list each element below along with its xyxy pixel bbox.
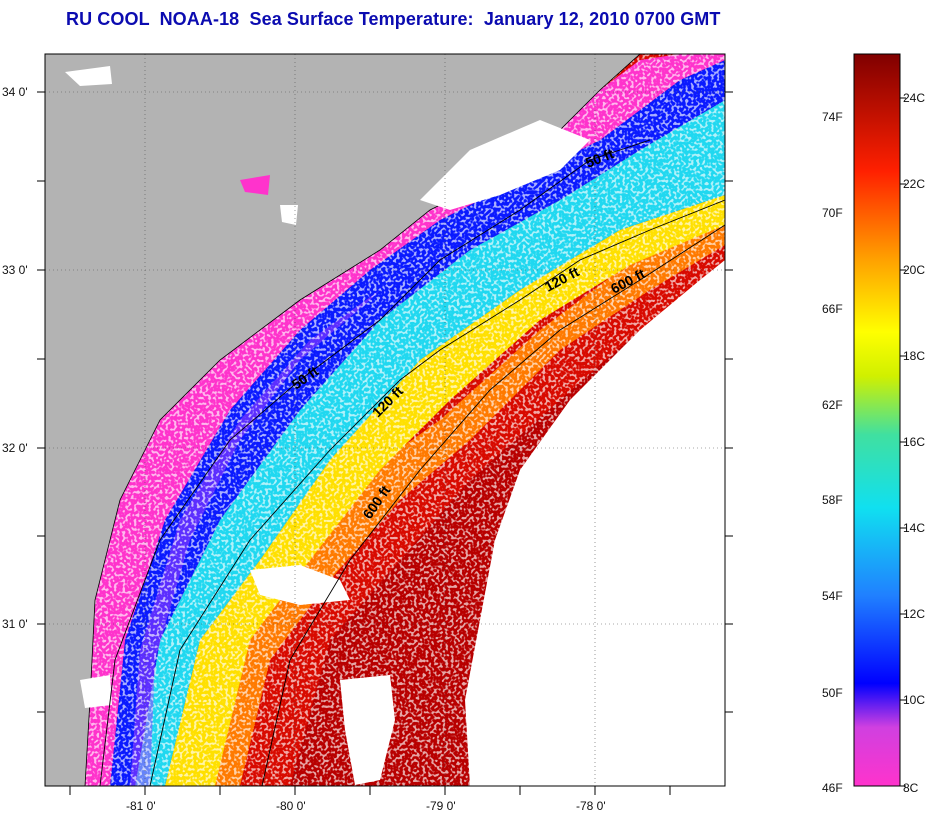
longitude-axis	[69, 786, 671, 795]
lon-label-78: -78 0'	[576, 799, 606, 813]
map-frame	[44, 53, 726, 787]
map-title: RU COOL NOAA-18 Sea Surface Temperature:…	[66, 9, 721, 29]
isobath-600ft	[261, 224, 725, 786]
colorbar-c-10: 10C	[903, 693, 925, 707]
cloud-patch	[250, 565, 350, 605]
colorbar-f-46: 46F	[822, 781, 843, 795]
lon-label-81: -81 0'	[126, 799, 156, 813]
colorbar-c-12: 12C	[903, 607, 925, 621]
colorbar-c-14: 14C	[903, 521, 925, 535]
colorbar-c-24: 24C	[903, 91, 925, 105]
colorbar-f-50: 50F	[822, 686, 843, 700]
temperature-colorbar: 74F 70F 66F 62F 58F 54F 50F 46F 24C 22C …	[822, 53, 925, 795]
inland-feature	[240, 175, 270, 195]
colorbar-f-66: 66F	[822, 302, 843, 316]
isobath-lines	[99, 139, 725, 786]
lat-label-31: 31 0'	[2, 617, 28, 631]
cloud-patch	[80, 675, 112, 708]
colorbar-c-20: 20C	[903, 263, 925, 277]
colorbar-c-18: 18C	[903, 349, 925, 363]
lon-label-80: -80 0'	[276, 799, 306, 813]
colorbar-f-74: 74F	[822, 110, 843, 124]
colorbar-c-16: 16C	[903, 435, 925, 449]
lat-label-32: 32 0'	[2, 441, 28, 455]
land-mass	[45, 54, 641, 786]
lat-label-34: 34 0'	[2, 85, 28, 99]
colorbar-f-70: 70F	[822, 206, 843, 220]
inland-feature	[65, 66, 112, 86]
isobath-50ft	[99, 139, 651, 786]
colorbar-c-22: 22C	[903, 177, 925, 191]
colorbar-f-62: 62F	[822, 398, 843, 412]
inland-water-white	[420, 120, 590, 210]
cloud-patch	[340, 675, 395, 785]
colorbar-f-58: 58F	[822, 493, 843, 507]
colorbar-f-54: 54F	[822, 589, 843, 603]
lat-label-33: 33 0'	[2, 263, 28, 277]
inland-feature	[280, 205, 298, 225]
graticule	[45, 54, 725, 786]
sst-map: 50 ft 120 ft 600 ft 50 ft 120 ft 600 ft	[45, 54, 725, 786]
colorbar-c-8: 8C	[903, 781, 919, 795]
lon-label-79: -79 0'	[426, 799, 456, 813]
isobath-120ft	[149, 199, 725, 786]
latitude-axis	[37, 91, 733, 713]
